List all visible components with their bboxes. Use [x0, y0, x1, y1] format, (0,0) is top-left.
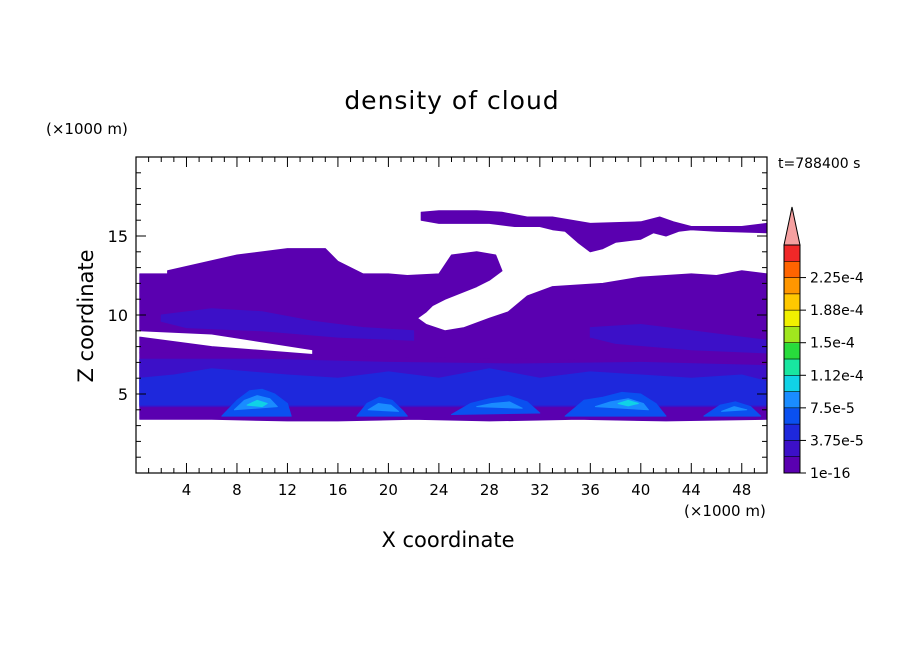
time-label: t=788400 s: [778, 156, 861, 172]
y-unit-label: (×1000 m): [46, 120, 128, 138]
x-tick-label-28: 28: [480, 481, 499, 499]
colorbar-label-1: 3.75e-5: [810, 433, 864, 449]
colorbar-label-4: 1.5e-4: [810, 336, 855, 352]
x-tick-label-20: 20: [379, 481, 398, 499]
y-tick-label-10: 10: [108, 306, 128, 325]
colorbar-label-6: 2.25e-4: [810, 271, 864, 287]
x-tick-label-24: 24: [429, 481, 448, 499]
x-unit-label: (×1000 m): [684, 502, 766, 520]
colorbar-label-0: 1e-16: [810, 466, 850, 482]
contour-region-1: [420, 210, 768, 253]
colorbar-band-7: [784, 342, 800, 360]
x-tick-label-40: 40: [631, 481, 650, 499]
x-tick-label-48: 48: [732, 481, 751, 499]
x-tick-label-32: 32: [530, 481, 549, 499]
colorbar-band-0: [784, 456, 800, 474]
colorbar-band-8: [784, 326, 800, 344]
contour-region-14: [476, 401, 523, 409]
colorbar-band-13: [784, 245, 800, 262]
contour-region-13: [367, 403, 399, 412]
contour-region-3: [160, 308, 415, 341]
y-tick-label-15: 15: [108, 227, 128, 246]
colorbar-band-11: [784, 277, 800, 295]
x-tick-label-36: 36: [581, 481, 600, 499]
colorbar-band-10: [784, 293, 800, 311]
colorbar-band-5: [784, 375, 800, 392]
x-tick-label-16: 16: [328, 481, 347, 499]
y-tick-label-5: 5: [118, 385, 128, 404]
contour-region-18: [617, 399, 639, 407]
colorbar-label-3: 1.12e-4: [810, 368, 864, 384]
x-tick-label-8: 8: [232, 481, 242, 499]
chart-title: density of cloud: [344, 86, 560, 115]
colorbar-band-12: [784, 261, 800, 278]
colorbar-band-1: [784, 440, 800, 458]
colorbar-band-2: [784, 424, 800, 441]
colorbar-band-4: [784, 391, 800, 409]
colorbar-extend-arrow: [783, 206, 801, 246]
x-tick-label-12: 12: [278, 481, 297, 499]
x-tick-label-4: 4: [182, 481, 192, 499]
colorbar-label-5: 1.88e-4: [810, 303, 864, 319]
x-axis-label: X coordinate: [381, 528, 515, 552]
contour-region-17: [246, 399, 268, 408]
colorbar-label-2: 7.5e-5: [810, 401, 855, 417]
colorbar-band-6: [784, 359, 800, 376]
contour-region-16: [721, 406, 748, 412]
colorbar-band-3: [784, 407, 800, 425]
colorbar-band-9: [784, 310, 800, 327]
x-tick-label-44: 44: [682, 481, 701, 499]
